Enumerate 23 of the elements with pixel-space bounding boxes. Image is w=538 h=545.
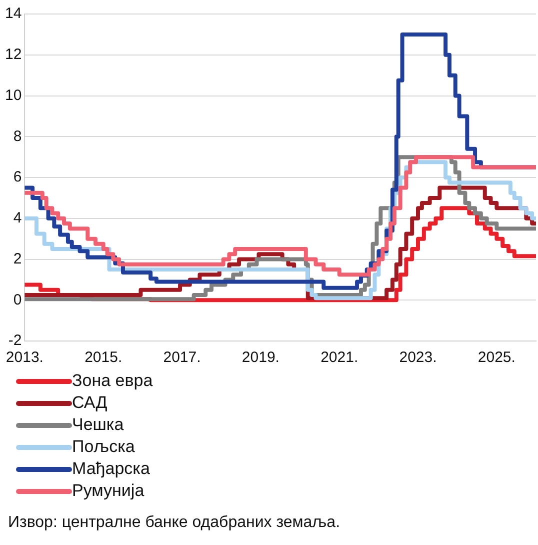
- x-tick-label: 2017.: [163, 349, 201, 366]
- y-tick-label: 10: [4, 86, 22, 104]
- text: Извор: централне банке одабраних земаља.: [7, 514, 342, 532]
- legend-label: Чешка: [72, 415, 124, 435]
- y-tick-label: 12: [4, 46, 22, 64]
- legend-label: Румунија: [72, 481, 144, 501]
- legend-label: Пољска: [72, 437, 135, 457]
- y-tick-label: 14: [4, 5, 22, 22]
- x-tick-label: 2019.: [242, 349, 280, 366]
- legend-label: Мађарска: [72, 459, 150, 479]
- y-tick-label: 6: [13, 168, 22, 186]
- y-tick-label: 8: [13, 128, 22, 145]
- legend-label: САД: [72, 393, 108, 413]
- legend-label: Зона евра: [72, 371, 153, 391]
- y-tick-label: 0: [13, 291, 22, 308]
- x-tick-label: 2013.: [6, 349, 44, 366]
- x-tick-label: 2015.: [84, 349, 122, 366]
- x-tick-label: 2025.: [478, 349, 516, 366]
- x-tick-label: 2021.: [320, 349, 358, 366]
- y-tick-label: 4: [13, 210, 22, 227]
- x-tick-label: 2023.: [399, 349, 437, 366]
- y-tick-label: -2: [8, 332, 22, 350]
- y-tick-label: 2: [13, 250, 22, 268]
